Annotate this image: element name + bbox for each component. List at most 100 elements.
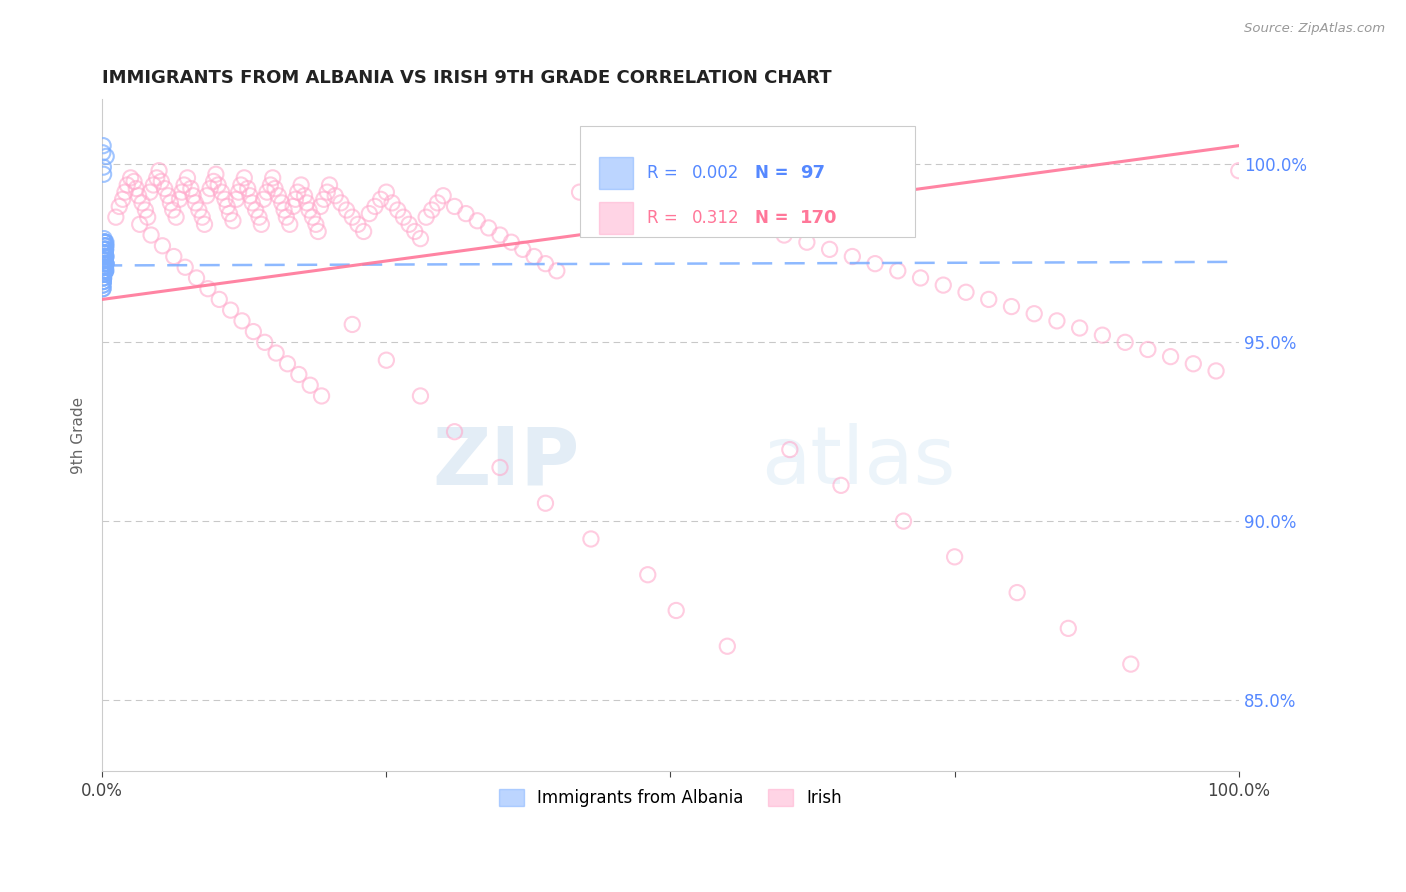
Point (195, 188, 218, 202)
Point (579, 532, 602, 546)
Point (94, 253, 117, 268)
Point (250, 217, 273, 231)
Point (93, 246, 115, 260)
Point (1114, 335, 1136, 350)
Point (214, 192, 236, 206)
Point (267, 188, 290, 202)
Point (779, 442, 801, 457)
Point (247, 210, 270, 224)
Point (94, 250, 117, 264)
Point (94, 253, 117, 268)
Point (94, 239, 117, 253)
Point (239, 188, 262, 202)
Point (298, 202, 321, 217)
Text: N =: N = (755, 209, 794, 227)
Point (94, 235, 117, 250)
Point (294, 188, 316, 202)
Point (329, 195, 352, 210)
Point (94, 239, 117, 253)
Point (211, 185, 233, 199)
Point (93, 271, 115, 285)
Point (139, 228, 162, 243)
Text: R =: R = (647, 209, 688, 227)
Point (111, 192, 134, 206)
Point (93, 264, 115, 278)
Point (94, 260, 117, 275)
Point (665, 603, 688, 617)
Point (796, 235, 818, 250)
Point (93, 253, 115, 268)
Point (94, 257, 117, 271)
Point (93, 243, 115, 257)
Point (264, 346, 287, 360)
Point (381, 195, 404, 210)
Point (342, 318, 364, 332)
Point (1046, 314, 1069, 328)
Point (335, 202, 357, 217)
Legend: Immigrants from Albania, Irish: Immigrants from Albania, Irish (492, 782, 849, 814)
Point (290, 178, 312, 192)
Point (1227, 163, 1250, 178)
Text: N =: N = (755, 164, 794, 182)
Point (94, 257, 117, 271)
Point (432, 188, 454, 202)
Text: Source: ZipAtlas.com: Source: ZipAtlas.com (1244, 22, 1385, 36)
Point (91, 278, 114, 293)
Point (91, 138, 114, 153)
Point (409, 389, 432, 403)
Point (259, 178, 281, 192)
Point (187, 202, 209, 217)
Point (637, 206, 659, 220)
Point (264, 181, 287, 195)
Point (863, 257, 886, 271)
Y-axis label: 9th Grade: 9th Grade (72, 397, 86, 474)
Point (93, 260, 115, 275)
Point (222, 213, 245, 227)
Point (1160, 350, 1182, 364)
Point (128, 188, 150, 202)
Point (114, 185, 136, 199)
Point (91, 145, 114, 160)
Point (180, 181, 202, 195)
Point (93, 268, 115, 282)
Point (534, 496, 557, 510)
Text: ZIP: ZIP (432, 423, 579, 501)
Point (353, 225, 375, 239)
Point (342, 210, 364, 224)
Point (773, 228, 796, 243)
Point (830, 478, 852, 492)
Point (93, 250, 115, 264)
Point (169, 192, 191, 206)
Point (276, 357, 298, 371)
Point (415, 210, 437, 224)
Point (125, 181, 148, 195)
Point (94, 243, 117, 257)
Point (614, 199, 637, 213)
Point (716, 639, 738, 653)
Point (252, 192, 274, 206)
Point (299, 378, 322, 392)
Point (93, 264, 115, 278)
Point (93, 271, 115, 285)
Point (1119, 657, 1142, 672)
Point (93, 232, 115, 246)
Point (93, 264, 115, 278)
Point (174, 260, 197, 275)
Point (93, 239, 115, 253)
Point (426, 195, 449, 210)
Point (93, 257, 115, 271)
Point (93, 246, 115, 260)
Point (932, 278, 955, 293)
Point (94, 260, 117, 275)
Text: 97: 97 (800, 164, 825, 182)
Point (93, 167, 115, 181)
Point (977, 293, 1000, 307)
Point (94, 250, 117, 264)
Point (96, 149, 118, 163)
Point (191, 210, 214, 224)
Point (128, 217, 150, 231)
Point (307, 225, 329, 239)
Point (637, 567, 659, 582)
Point (91, 271, 114, 285)
Point (478, 220, 501, 235)
